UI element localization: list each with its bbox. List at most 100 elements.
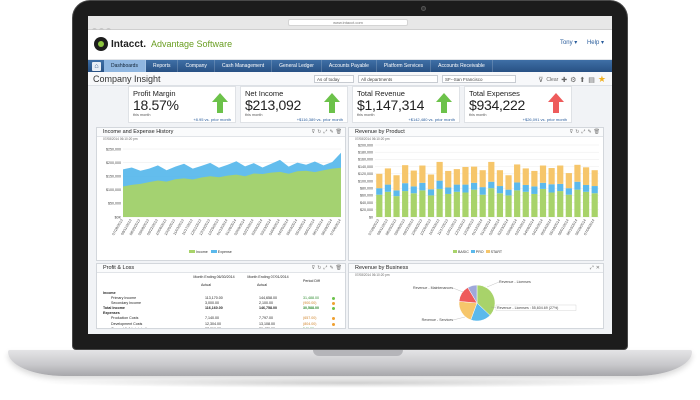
nav-general-ledger[interactable]: General Ledger (272, 60, 322, 72)
table-row[interactable]: Development Costs 12,304.00 13,108.00 (804.… (97, 322, 345, 327)
bar-basic[interactable] (522, 191, 529, 217)
expand-icon[interactable]: ⤢ (589, 265, 594, 271)
bar-start[interactable] (402, 165, 409, 184)
bar-pro[interactable] (488, 181, 495, 189)
bar-basic[interactable] (427, 195, 435, 217)
add-icon[interactable]: ✚ (561, 76, 568, 84)
bar-start[interactable] (582, 167, 590, 185)
bar-basic[interactable] (582, 191, 590, 217)
legend-expense[interactable]: Expense (217, 250, 232, 254)
department-select[interactable]: All departments (358, 75, 438, 83)
filter-icon[interactable]: ⊽ (311, 265, 316, 271)
help-dropdown[interactable]: Help ▾ (586, 40, 604, 46)
bar-basic[interactable] (565, 194, 572, 217)
bar-basic[interactable] (410, 193, 417, 217)
bar-start[interactable] (470, 166, 478, 183)
pie-slice[interactable] (467, 284, 478, 304)
bar-start[interactable] (574, 164, 581, 182)
bar-basic[interactable] (488, 188, 495, 217)
bar-basic[interactable] (462, 192, 469, 217)
edit-icon[interactable]: ✎ (329, 129, 334, 135)
bar-start[interactable] (522, 168, 529, 185)
bar-start[interactable] (557, 165, 564, 184)
bar-basic[interactable] (514, 190, 521, 217)
kpi-total-revenue[interactable]: Total Revenue $1,147,314 this month +$14… (352, 86, 460, 123)
nav-cash-management[interactable]: Cash Management (215, 60, 273, 72)
kpi-total-expenses[interactable]: Total Expenses $934,222 this month +$26,… (464, 86, 572, 123)
bar-start[interactable] (427, 174, 435, 190)
bar-start[interactable] (548, 168, 555, 185)
bar-basic[interactable] (479, 194, 486, 217)
bar-basic[interactable] (496, 193, 504, 217)
bar-pro[interactable] (531, 186, 538, 194)
bar-start[interactable] (505, 175, 512, 190)
bar-start[interactable] (384, 168, 392, 185)
home-icon[interactable]: ⌂ (92, 61, 101, 71)
bar-pro[interactable] (522, 184, 529, 192)
bar-basic[interactable] (539, 188, 547, 217)
bar-pro[interactable] (496, 186, 504, 194)
bar-basic[interactable] (436, 188, 443, 217)
print-icon[interactable]: ▤ (588, 76, 595, 84)
bar-basic[interactable] (505, 195, 512, 217)
bar-pro[interactable] (591, 186, 598, 194)
bar-pro[interactable] (514, 182, 521, 191)
close-icon[interactable]: ✕ (595, 265, 600, 271)
bar-start[interactable] (514, 164, 521, 183)
bar-start[interactable] (419, 165, 426, 183)
edit-icon[interactable]: ✎ (587, 129, 592, 135)
table-row[interactable]: Secondary Income 3,000.00 2,100.00 (900.00) (97, 301, 345, 306)
table-row[interactable]: Primary Income 113,170.00 144,658.00 31,488… (97, 296, 345, 301)
location-select[interactable]: SF--San Francisco (442, 75, 516, 83)
bar-pro[interactable] (393, 190, 400, 197)
star-icon[interactable]: ★ (597, 74, 606, 84)
address-bar[interactable]: www.intacct.com (288, 19, 408, 26)
bar-pro[interactable] (565, 188, 572, 195)
bar-start[interactable] (488, 161, 495, 182)
gear-icon[interactable]: ⚙ (570, 76, 577, 84)
bar-start[interactable] (496, 170, 504, 187)
bar-pro[interactable] (419, 182, 426, 191)
bar-pro[interactable] (557, 183, 564, 192)
bar-start[interactable] (462, 166, 469, 185)
bar-start[interactable] (393, 175, 400, 191)
delete-icon[interactable]: 🗑 (335, 129, 342, 135)
pie-slice[interactable] (476, 284, 496, 316)
refresh-icon[interactable]: ↻ (575, 129, 580, 135)
bar-basic[interactable] (445, 193, 452, 217)
table-row[interactable]: Production Costs 7,140.00 7,797.00 (657.00) (97, 316, 345, 321)
legend-basic[interactable]: BASIC (458, 250, 469, 254)
bar-pro[interactable] (505, 189, 512, 196)
bar-start[interactable] (479, 170, 486, 188)
bar-start[interactable] (453, 169, 460, 185)
bar-basic[interactable] (384, 191, 392, 217)
nav-accounts-payable[interactable]: Accounts Payable (322, 60, 377, 72)
bar-pro[interactable] (582, 184, 590, 192)
bar-start[interactable] (539, 165, 547, 183)
refresh-icon[interactable]: ↻ (317, 265, 322, 271)
expand-icon[interactable]: ⤢ (323, 265, 328, 271)
bar-basic[interactable] (470, 189, 478, 217)
bar-basic[interactable] (548, 192, 555, 217)
bar-pro[interactable] (470, 182, 478, 190)
kpi-net-income[interactable]: Net Income $213,092 this month +$116,389… (240, 86, 348, 123)
bar-start[interactable] (591, 170, 598, 187)
bar-basic[interactable] (376, 194, 383, 217)
bar-pro[interactable] (539, 182, 547, 189)
bar-basic[interactable] (531, 193, 538, 217)
nav-dashboards[interactable]: Dashboards (104, 60, 146, 72)
bar-start[interactable] (445, 170, 452, 188)
legend-start[interactable]: START (490, 250, 503, 254)
expand-icon[interactable]: ⤢ (323, 129, 328, 135)
bar-basic[interactable] (574, 189, 581, 217)
bar-pro[interactable] (548, 184, 555, 193)
window-controls[interactable] (92, 20, 122, 33)
nav-accounts-receivable[interactable]: Accounts Receivable (431, 60, 493, 72)
bar-pro[interactable] (436, 180, 443, 189)
bar-start[interactable] (376, 173, 383, 189)
bar-start[interactable] (565, 173, 572, 189)
bar-basic[interactable] (557, 191, 564, 217)
refresh-icon[interactable]: ↻ (317, 129, 322, 135)
income-expense-chart[interactable]: $0K $50,000 $100,000 $150,000 $200,000 $250,0… (97, 141, 345, 249)
nav-reports[interactable]: Reports (146, 60, 179, 72)
